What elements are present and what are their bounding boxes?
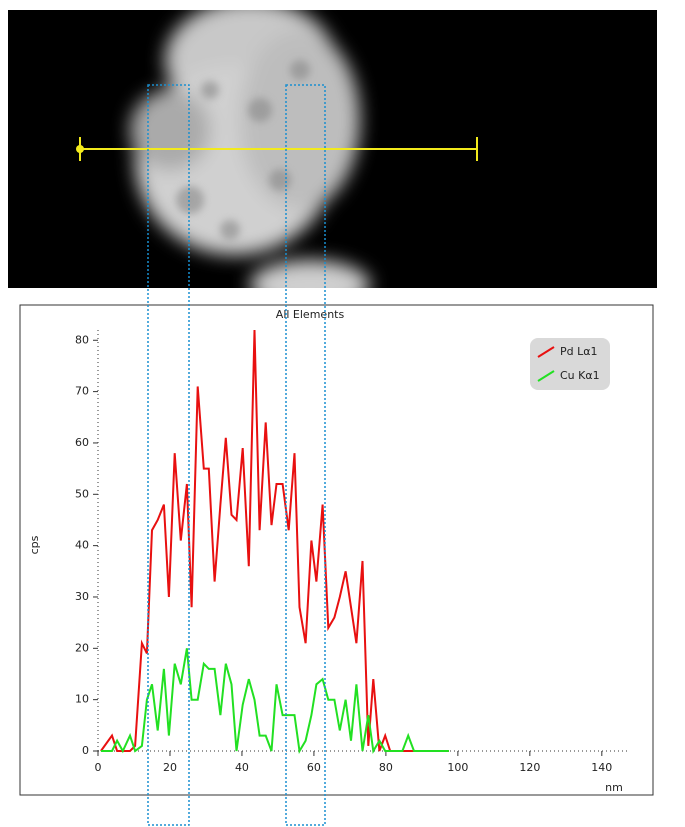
x-tick-label: 40 (235, 761, 249, 774)
x-tick-label: 20 (163, 761, 177, 774)
x-tick-label: 120 (519, 761, 540, 774)
x-axis-label: nm (605, 781, 623, 794)
y-tick-label: 80 (75, 333, 89, 346)
y-tick-label: 30 (75, 590, 89, 603)
legend: Pd Lα1 Cu Kα1 (530, 338, 610, 390)
legend-label: Pd Lα1 (560, 345, 598, 358)
y-tick-label: 0 (82, 744, 89, 757)
y-tick-label: 10 (75, 693, 89, 706)
legend-label: Cu Kα1 (560, 369, 600, 382)
x-tick-label: 140 (591, 761, 612, 774)
microscope-image (8, 0, 657, 310)
y-axis-label: cps (28, 535, 41, 554)
y-tick-label: 60 (75, 436, 89, 449)
x-tick-label: 60 (307, 761, 321, 774)
x-tick-label: 80 (379, 761, 393, 774)
y-tick-label: 70 (75, 385, 89, 398)
page: All Elements cps nm 01020304050607080020… (0, 0, 685, 827)
y-tick-label: 20 (75, 641, 89, 654)
y-tick-label: 40 (75, 539, 89, 552)
x-tick-label: 100 (447, 761, 468, 774)
y-tick-label: 50 (75, 487, 89, 500)
x-tick-label: 0 (95, 761, 102, 774)
